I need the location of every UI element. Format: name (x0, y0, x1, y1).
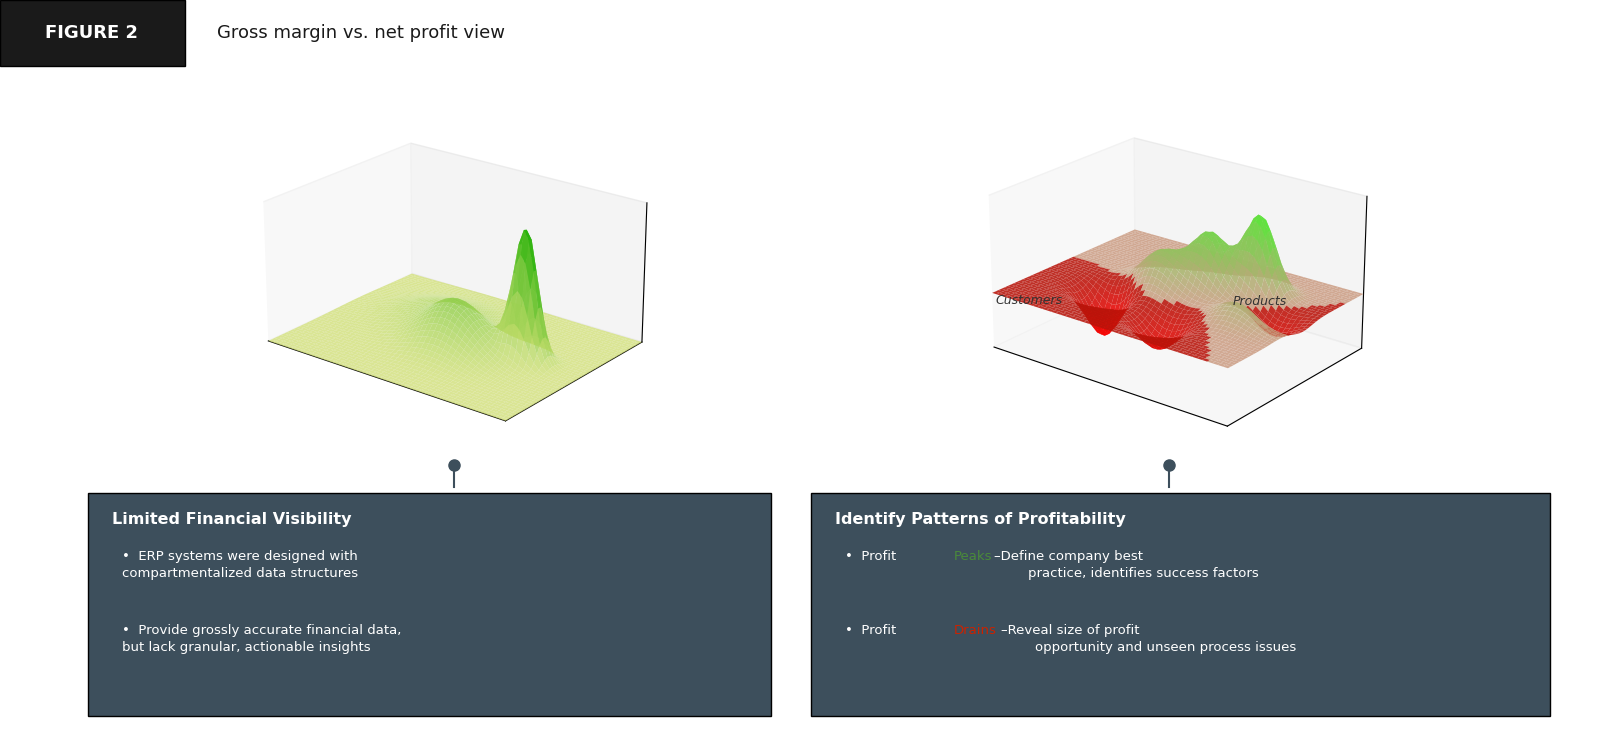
Text: •  Profit: • Profit (844, 550, 900, 564)
Text: •  ERP systems were designed with
compartmentalized data structures: • ERP systems were designed with compart… (122, 550, 358, 580)
Text: Drains: Drains (953, 624, 997, 637)
Text: •  Profit: • Profit (844, 624, 900, 637)
Text: Peaks: Peaks (953, 550, 992, 564)
Text: –Reveal size of profit
        opportunity and unseen process issues: –Reveal size of profit opportunity and u… (1000, 624, 1295, 654)
FancyBboxPatch shape (0, 0, 185, 66)
Text: Gross margin vs. net profit view: Gross margin vs. net profit view (217, 24, 504, 42)
Text: Limited Financial Visibility: Limited Financial Visibility (112, 512, 351, 527)
FancyBboxPatch shape (88, 493, 770, 716)
Text: •  Provide grossly accurate financial data,
but lack granular, actionable insigh: • Provide grossly accurate financial dat… (122, 624, 401, 654)
FancyBboxPatch shape (811, 493, 1549, 716)
Text: Identify Patterns of Profitability: Identify Patterns of Profitability (835, 512, 1125, 527)
Text: –Define company best
        practice, identifies success factors: –Define company best practice, identifie… (993, 550, 1258, 580)
Text: FIGURE 2: FIGURE 2 (45, 24, 138, 42)
